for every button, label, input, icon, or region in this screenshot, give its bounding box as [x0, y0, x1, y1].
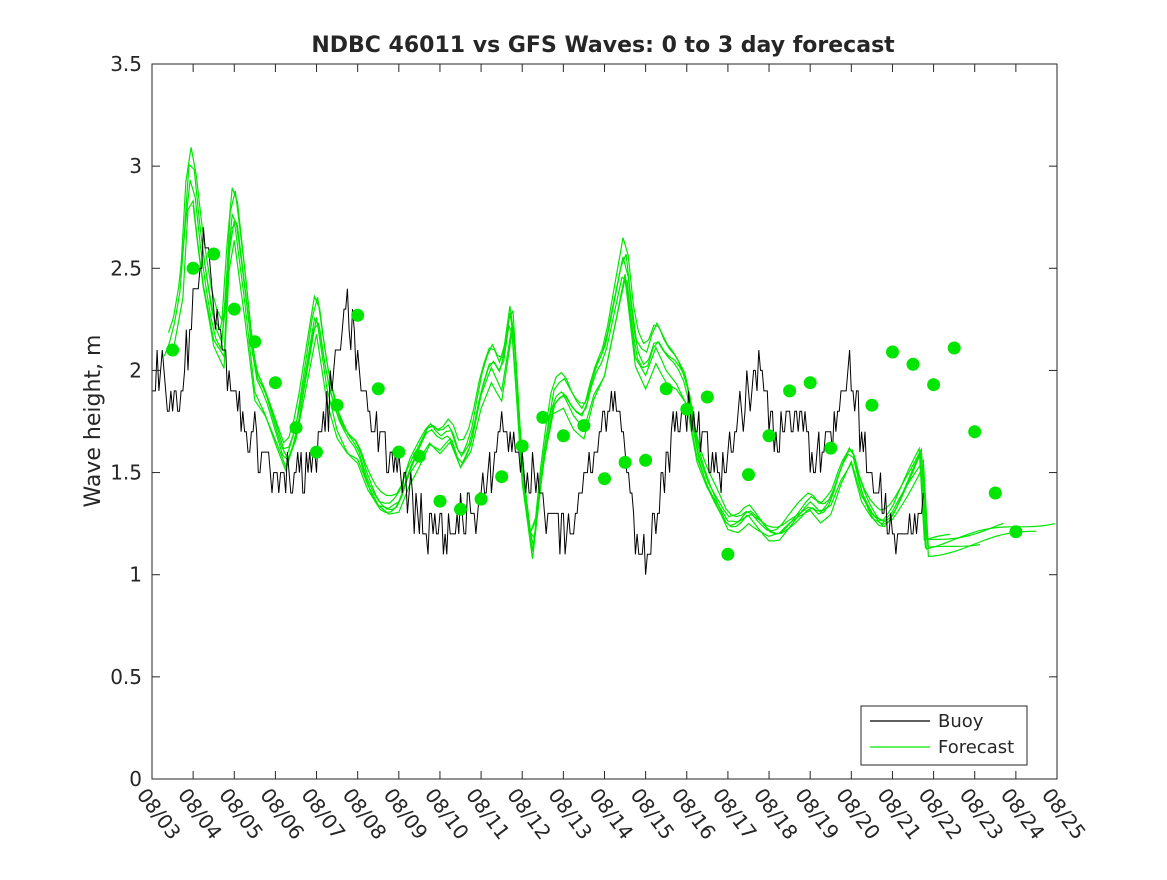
forecast-marker [207, 247, 221, 261]
series-layer [152, 147, 1056, 575]
forecast-marker [371, 382, 385, 396]
forecast-marker [412, 449, 426, 463]
forecast-marker [886, 345, 899, 359]
legend: Buoy Forecast [860, 705, 1028, 766]
legend-box [860, 705, 1028, 766]
forecast-marker [783, 384, 797, 398]
y-axis-label: Wave height, m [81, 335, 106, 508]
forecast-marker [268, 376, 282, 390]
forecast-run-line [167, 163, 951, 547]
y-tick-label: 3.5 [110, 52, 142, 76]
forecast-marker [742, 468, 755, 482]
forecast-marker [762, 429, 776, 443]
forecast-marker [248, 335, 262, 349]
chart-title: NDBC 46011 vs GFS Waves: 0 to 3 day fore… [311, 33, 895, 58]
forecast-marker [680, 402, 694, 416]
forecast-marker [227, 302, 241, 316]
forecast-marker [824, 441, 838, 455]
forecast-marker [598, 472, 611, 486]
forecast-marker [454, 502, 467, 516]
forecast-marker [289, 421, 303, 435]
forecast-marker [700, 390, 714, 404]
forecast-run-line [200, 212, 1056, 550]
forecast-marker [865, 398, 879, 412]
forecast-marker [968, 425, 982, 439]
y-tick-label: 1 [129, 563, 142, 587]
forecast-marker [495, 470, 509, 484]
forecast-marker [721, 547, 735, 561]
forecast-marker [351, 308, 365, 322]
y-tick-label: 1.5 [110, 461, 142, 485]
forecast-marker [536, 410, 550, 424]
forecast-marker [803, 376, 817, 390]
forecast-run-line [192, 204, 1037, 558]
forecast-marker [515, 439, 529, 453]
y-tick-label: 0 [129, 767, 142, 791]
forecast-marker [577, 419, 591, 433]
y-tick-label: 2.5 [110, 256, 142, 280]
forecast-marker [639, 453, 653, 467]
forecast-marker [1009, 525, 1023, 539]
legend-buoy-label: Buoy [938, 711, 984, 732]
forecast-marker [330, 398, 344, 412]
forecast-marker [166, 343, 180, 357]
y-tick-label: 3 [129, 154, 142, 178]
forecast-marker [556, 429, 570, 443]
forecast-marker [947, 341, 961, 355]
forecast-marker [618, 455, 632, 469]
forecast-run-line [180, 147, 1004, 540]
forecast-marker [906, 357, 920, 371]
forecast-marker [392, 445, 406, 459]
forecast-marker [310, 445, 323, 459]
forecast-marker [988, 486, 1002, 500]
forecast-marker [433, 494, 447, 508]
legend-forecast-label: Forecast [938, 737, 1014, 758]
y-tick-label: 0.5 [110, 665, 142, 689]
y-tick-label: 2 [129, 358, 142, 382]
forecast-marker [927, 378, 941, 392]
forecast-marker [659, 382, 673, 396]
forecast-marker [474, 492, 488, 506]
forecast-marker [186, 261, 200, 275]
buoy-observation-line [152, 227, 924, 575]
